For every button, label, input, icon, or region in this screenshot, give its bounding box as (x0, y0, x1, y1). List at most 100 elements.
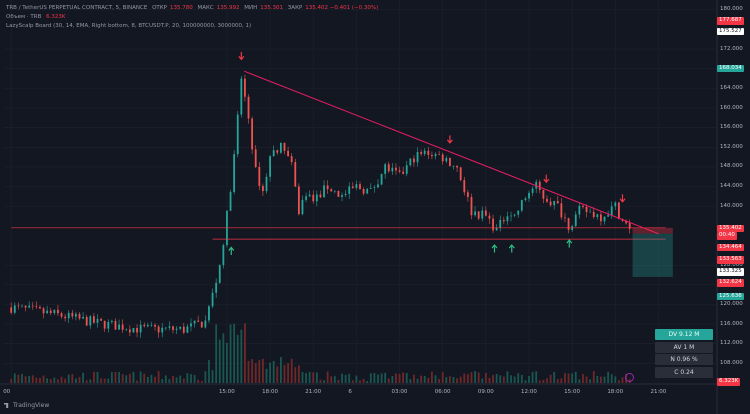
volume-bar (114, 371, 117, 383)
up-arrow-head (491, 244, 498, 249)
volume-bar (621, 377, 624, 383)
candle-body (549, 201, 552, 206)
candle-body (582, 205, 584, 207)
candle-body (107, 321, 110, 329)
candle-body (452, 165, 455, 167)
candle-body (258, 166, 261, 186)
volume-bar (359, 380, 361, 383)
time-tick-label: 06:00 (434, 389, 451, 395)
volume-bar (448, 376, 451, 383)
volume-bar (13, 373, 16, 383)
volume-bar (136, 380, 138, 383)
candle-body (542, 189, 545, 199)
tradingview-logo[interactable]: TradingView (4, 402, 49, 409)
volume-bar (35, 377, 38, 383)
candle-body (546, 198, 548, 202)
candle-body (520, 200, 523, 211)
volume-bar (538, 380, 541, 383)
candle-body (517, 210, 520, 215)
time-tick-label: 03:00 (391, 389, 408, 395)
volume-bar (49, 379, 52, 383)
volume-bar (60, 376, 63, 383)
volume-bar (89, 379, 92, 383)
volume-bar (445, 377, 448, 383)
price-tag: 135.402 (717, 224, 744, 233)
volume-bar (592, 371, 595, 383)
volume-bar (279, 357, 282, 383)
candle-body (218, 265, 221, 283)
volume-bar (118, 371, 120, 383)
settings-icon[interactable] (625, 373, 634, 382)
volume-bar (341, 373, 343, 383)
candle-body (420, 152, 423, 154)
candle-body (618, 202, 620, 219)
volume-bar (240, 329, 243, 383)
volume-bar (531, 372, 534, 383)
volume-bar (21, 373, 23, 383)
volume-bar (344, 374, 347, 383)
volume-bar (315, 372, 318, 383)
volume-bar (542, 379, 545, 383)
volume-bar (24, 376, 27, 383)
candle-body (294, 162, 297, 187)
time-tick-label: 15:00 (218, 389, 235, 395)
candle-body (42, 308, 45, 314)
candle-body (384, 164, 387, 174)
time-tick-label: 12:00 (521, 389, 537, 395)
volume-bar (10, 378, 13, 383)
volume-bar (39, 378, 41, 383)
symbol-row: TRB / TetherUS PERPETUAL CONTRACT, 5, BI… (6, 4, 381, 13)
volume-bar (459, 376, 462, 383)
price-tag: 133.563 (717, 256, 744, 264)
candle-body (290, 156, 293, 163)
candle-body (398, 170, 401, 172)
candle-body (179, 326, 182, 329)
indicator-label: LazyScalp Board (30, 14, EMA, Right bott… (6, 23, 252, 29)
price-tick-label: 116.000 (720, 320, 743, 327)
candle-body (276, 150, 279, 153)
time-tick-label: 21:00 (650, 389, 667, 395)
candle-body (492, 218, 494, 231)
volume-bar (610, 374, 613, 383)
candle-body (229, 191, 232, 211)
time-tick-label: 15:00 (564, 389, 581, 395)
volume-bar (474, 371, 476, 383)
candle-body (499, 219, 502, 228)
volume-bar (373, 373, 376, 383)
candle-body (477, 211, 480, 219)
volume-bar (463, 373, 466, 383)
volume-bar (46, 378, 49, 383)
volume-bar (377, 374, 379, 383)
candle-body (28, 305, 31, 308)
candle-body (254, 149, 257, 167)
volume-bar (262, 358, 264, 383)
price-tick-label: 156.000 (720, 124, 743, 131)
candle-body (244, 78, 246, 97)
volume-bar (546, 378, 548, 383)
volume-bar (301, 371, 304, 383)
candle-body (538, 181, 541, 190)
time-tick-label: 6 (348, 389, 352, 395)
volume-bar (391, 376, 394, 383)
volume-bar (290, 358, 293, 383)
candle-body (265, 176, 268, 192)
volume-bar (607, 371, 610, 383)
ohlc-open: 135.780 (170, 5, 193, 11)
volume-bar (431, 371, 433, 383)
volume-bar (247, 360, 250, 383)
volume-bar (139, 371, 142, 383)
candle-body (355, 184, 358, 188)
volume-bar (348, 373, 351, 383)
candle-body (405, 165, 408, 174)
volume-bar (197, 379, 200, 383)
candle-body (110, 320, 113, 322)
volume-bar (567, 373, 570, 383)
volume-bar (276, 366, 279, 383)
candle-body (121, 324, 124, 330)
volume-bar (416, 378, 419, 383)
candle-body (553, 201, 556, 206)
price-tick-label: 120.000 (720, 300, 743, 307)
volume-bar (179, 375, 182, 383)
